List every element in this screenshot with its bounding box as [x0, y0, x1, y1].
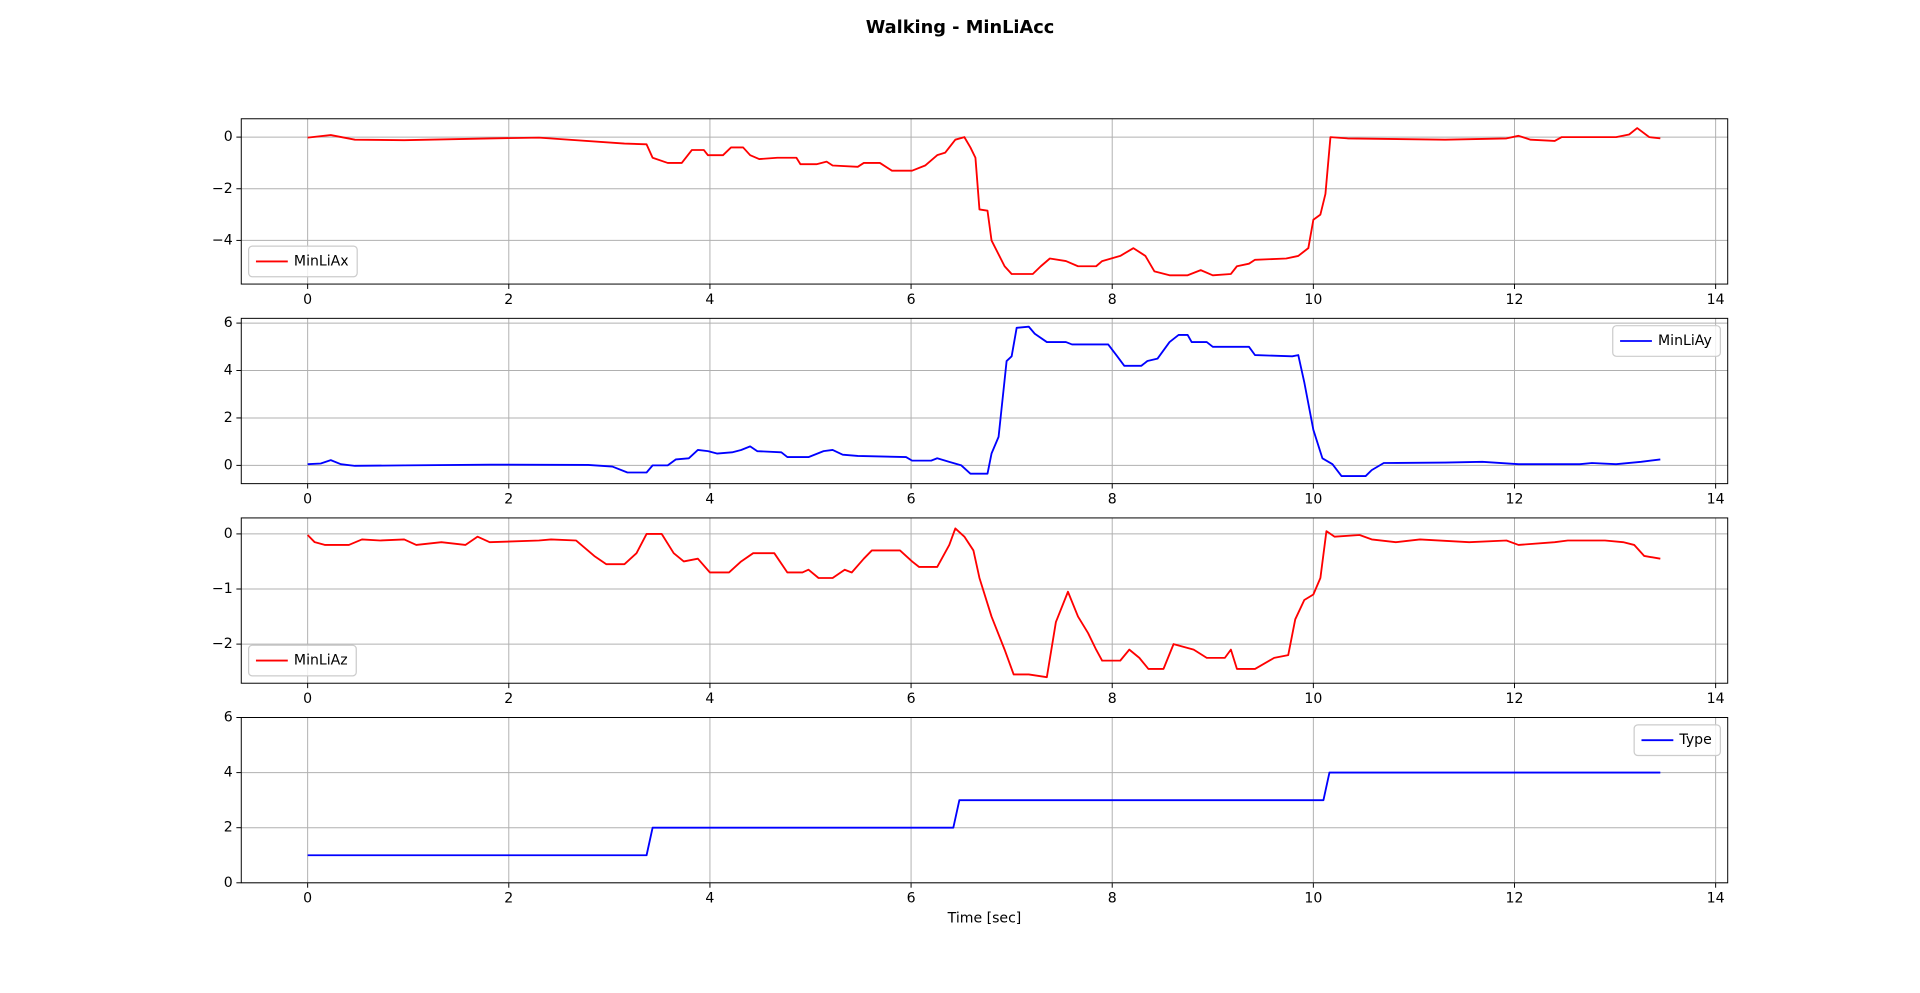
- y-tick-label: 4: [224, 363, 233, 379]
- x-tick-label: 10: [1304, 691, 1322, 707]
- x-tick-label: 6: [907, 492, 916, 508]
- legend: MinLiAy: [1612, 325, 1721, 357]
- x-tick-label: 0: [303, 292, 312, 308]
- x-tick-label: 6: [907, 891, 916, 907]
- legend-label: MinLiAz: [294, 653, 348, 669]
- x-tick-label: 12: [1506, 492, 1524, 508]
- legend-box: [1612, 325, 1721, 357]
- y-tick-label: −2: [212, 636, 233, 652]
- figure-title: Walking - MinLiAcc: [866, 18, 1055, 38]
- legend-box: [248, 644, 357, 677]
- axes-frame: [240, 517, 1729, 684]
- x-tick-label: 0: [303, 891, 312, 907]
- y-tick-label: 0: [224, 129, 233, 145]
- x-tick-label: 2: [504, 691, 513, 707]
- x-tick-label: 6: [907, 292, 916, 308]
- x-tick-label: 2: [504, 492, 513, 508]
- x-tick-label: 10: [1304, 891, 1322, 907]
- x-tick-label: 0: [303, 691, 312, 707]
- legend-label: MinLiAy: [1658, 333, 1712, 349]
- legend: MinLiAx: [248, 245, 358, 278]
- y-tick-label: 0: [224, 526, 233, 542]
- x-tick-label: 10: [1304, 292, 1322, 308]
- y-tick-label: 2: [224, 820, 233, 836]
- y-tick-label: 6: [224, 710, 233, 726]
- y-tick-label: 4: [224, 765, 233, 781]
- x-tick-label: 4: [705, 691, 714, 707]
- y-tick-label: −2: [212, 181, 233, 197]
- subplot: 0 2 4 6 8 10 12 14 0 2 4 6 Type Time [sec]: [224, 710, 1729, 926]
- x-tick-label: 14: [1707, 691, 1725, 707]
- legend-box: [248, 245, 358, 278]
- y-tick-label: 0: [224, 875, 233, 891]
- x-tick-label: 14: [1707, 492, 1725, 508]
- x-tick-label: 4: [705, 292, 714, 308]
- axes-frame: [240, 717, 1729, 884]
- data-line: [307, 127, 1661, 277]
- x-tick-label: 12: [1506, 691, 1524, 707]
- x-tick-label: 6: [907, 691, 916, 707]
- legend-label: Type: [1678, 732, 1711, 748]
- y-tick-label: 6: [224, 315, 233, 331]
- x-tick-label: 2: [504, 292, 513, 308]
- y-tick-label: 2: [224, 410, 233, 426]
- x-tick-label: 14: [1707, 891, 1725, 907]
- legend: MinLiAz: [248, 644, 357, 677]
- subplot: 0 2 4 6 8 10 12 14 −4 −2 0 MinLiAx: [212, 118, 1729, 308]
- axes-frame: [240, 118, 1729, 285]
- x-axis-label: Time [sec]: [947, 910, 1022, 926]
- axes-frame: [240, 317, 1729, 485]
- x-tick-label: 12: [1506, 292, 1524, 308]
- x-tick-label: 4: [705, 891, 714, 907]
- x-tick-label: 8: [1108, 691, 1117, 707]
- x-tick-label: 4: [705, 492, 714, 508]
- x-tick-label: 10: [1304, 492, 1322, 508]
- x-tick-label: 12: [1506, 891, 1524, 907]
- legend-box: [1633, 724, 1721, 757]
- legend-label: MinLiAx: [294, 253, 349, 269]
- y-tick-label: −4: [212, 232, 233, 248]
- subplot: 0 2 4 6 8 10 12 14 −2 −1 0 MinLiAz: [212, 517, 1729, 707]
- x-tick-label: 0: [303, 492, 312, 508]
- x-tick-label: 8: [1108, 891, 1117, 907]
- data-line: [307, 771, 1661, 857]
- x-tick-label: 2: [504, 891, 513, 907]
- y-tick-label: 0: [224, 457, 233, 473]
- legend: Type: [1633, 724, 1721, 757]
- y-tick-label: −1: [212, 581, 233, 597]
- x-tick-label: 8: [1108, 492, 1117, 508]
- x-tick-label: 14: [1707, 292, 1725, 308]
- x-tick-label: 8: [1108, 292, 1117, 308]
- data-line: [307, 325, 1661, 477]
- data-line: [306, 527, 1661, 679]
- subplot: 0 2 4 6 8 10 12 14 0 2 4 6 MinLiAy: [224, 315, 1729, 508]
